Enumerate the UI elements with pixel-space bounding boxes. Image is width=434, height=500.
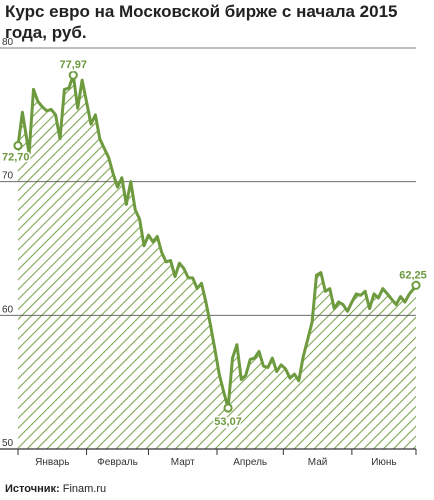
annotation-label: 72,70 (2, 152, 30, 164)
annotation-marker (223, 403, 233, 413)
source-label: Источник: (5, 483, 60, 495)
x-tick-label: Май (308, 457, 328, 468)
y-tick-label: 80 (2, 37, 14, 48)
axis-layer: 50 60 70 80 Январь Февраль Март Апрель Май Июнь (0, 37, 417, 468)
annotation-layer: 72,70 77,97 53,07 62,25 (1, 58, 429, 430)
source-value: Finam.ru (62, 483, 107, 495)
area-fill (18, 75, 416, 449)
x-tick-label: Январь (35, 457, 69, 468)
y-tick-label: 60 (2, 304, 14, 315)
annotation-label: 77,97 (60, 59, 88, 71)
x-tick-label: Март (171, 457, 195, 468)
line-layer (16, 73, 418, 410)
x-tick-label: Апрель (233, 457, 267, 468)
annotation-marker (13, 140, 23, 151)
area-layer (18, 75, 416, 449)
series-line (16, 73, 418, 410)
annotation-label: 62,25 (399, 269, 427, 281)
y-tick-label: 50 (2, 438, 14, 449)
annotation-marker (68, 70, 78, 80)
source-note: Источник: Finam.ru (5, 483, 106, 495)
annotation-marker (411, 280, 421, 290)
chart-title: Курс евро на Московской бирже с начала 2… (5, 2, 398, 42)
x-tick-label: Июнь (371, 457, 396, 468)
x-tick-label: Февраль (97, 457, 138, 468)
y-tick-label: 70 (2, 171, 14, 182)
annotation-label: 53,07 (214, 416, 242, 428)
